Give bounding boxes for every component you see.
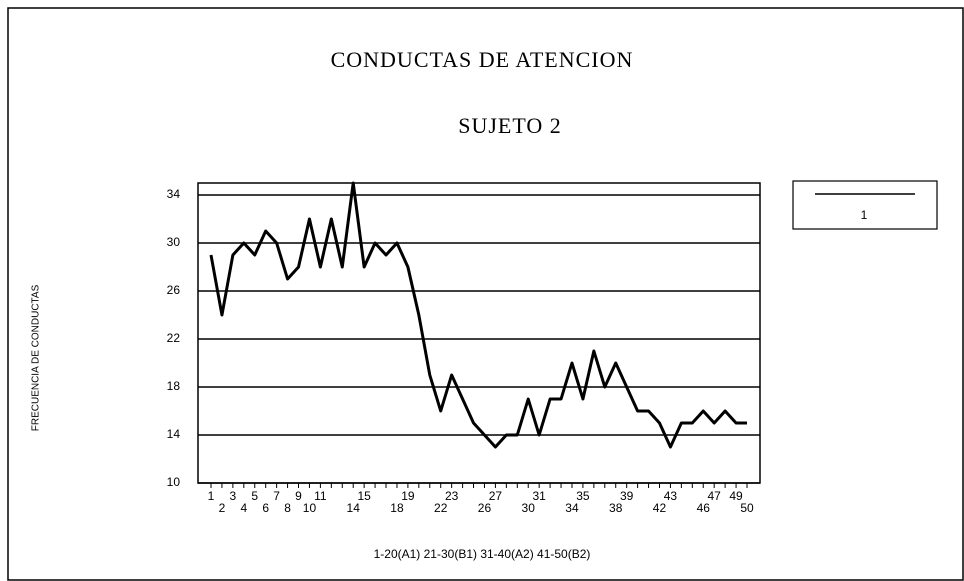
x-tick-label: 14 bbox=[347, 501, 361, 515]
x-tick-label: 7 bbox=[273, 489, 280, 503]
x-tick-label: 22 bbox=[434, 501, 448, 515]
x-tick-label: 8 bbox=[284, 501, 291, 515]
x-tick-label: 49 bbox=[729, 489, 743, 503]
x-tick-label: 1 bbox=[208, 489, 215, 503]
page-frame bbox=[7, 7, 964, 581]
x-tick-label: 2 bbox=[219, 501, 226, 515]
x-tick-label: 26 bbox=[478, 501, 492, 515]
x-tick-label: 27 bbox=[489, 489, 503, 503]
x-tick-label: 9 bbox=[295, 489, 302, 503]
y-tick-label: 10 bbox=[167, 475, 181, 489]
x-tick-label: 47 bbox=[708, 489, 722, 503]
x-tick-label: 39 bbox=[620, 489, 634, 503]
x-tick-label: 31 bbox=[532, 489, 546, 503]
x-tick-label: 4 bbox=[240, 501, 247, 515]
data-line bbox=[209, 181, 747, 449]
y-tick-label: 22 bbox=[167, 331, 181, 345]
y-axis-label: FRECUENCIA DE CONDUCTAS bbox=[31, 284, 42, 431]
y-tick-label: 26 bbox=[167, 283, 181, 297]
x-tick-label: 46 bbox=[697, 501, 711, 515]
x-tick-label: 15 bbox=[357, 489, 371, 503]
x-tick-label: 19 bbox=[401, 489, 415, 503]
x-tick-label: 3 bbox=[230, 489, 237, 503]
chart-subtitle: SUJETO 2 bbox=[458, 113, 562, 138]
x-tick-label: 5 bbox=[251, 489, 258, 503]
x-tick-label: 30 bbox=[522, 501, 536, 515]
x-axis-label: 1-20(A1) 21-30(B1) 31-40(A2) 41-50(B2) bbox=[374, 547, 591, 561]
x-tick-label: 38 bbox=[609, 501, 623, 515]
y-tick-label: 30 bbox=[167, 235, 181, 249]
x-tick-label: 35 bbox=[576, 489, 590, 503]
y-tick-label: 18 bbox=[167, 379, 181, 393]
x-tick-label: 6 bbox=[262, 501, 269, 515]
legend-box bbox=[792, 180, 938, 230]
x-tick-label: 34 bbox=[565, 501, 579, 515]
chart-title: CONDUCTAS DE ATENCION bbox=[331, 47, 634, 72]
legend-label: 1 bbox=[861, 208, 868, 222]
x-tick-label: 10 bbox=[303, 501, 317, 515]
y-tick-label: 34 bbox=[167, 187, 181, 201]
x-tick-label: 42 bbox=[653, 501, 667, 515]
y-tick-label: 14 bbox=[167, 427, 181, 441]
x-tick-label: 18 bbox=[390, 501, 404, 515]
x-tick-label: 23 bbox=[445, 489, 459, 503]
x-tick-label: 43 bbox=[664, 489, 678, 503]
x-tick-label: 50 bbox=[740, 501, 754, 515]
x-tick-label: 11 bbox=[314, 489, 327, 503]
